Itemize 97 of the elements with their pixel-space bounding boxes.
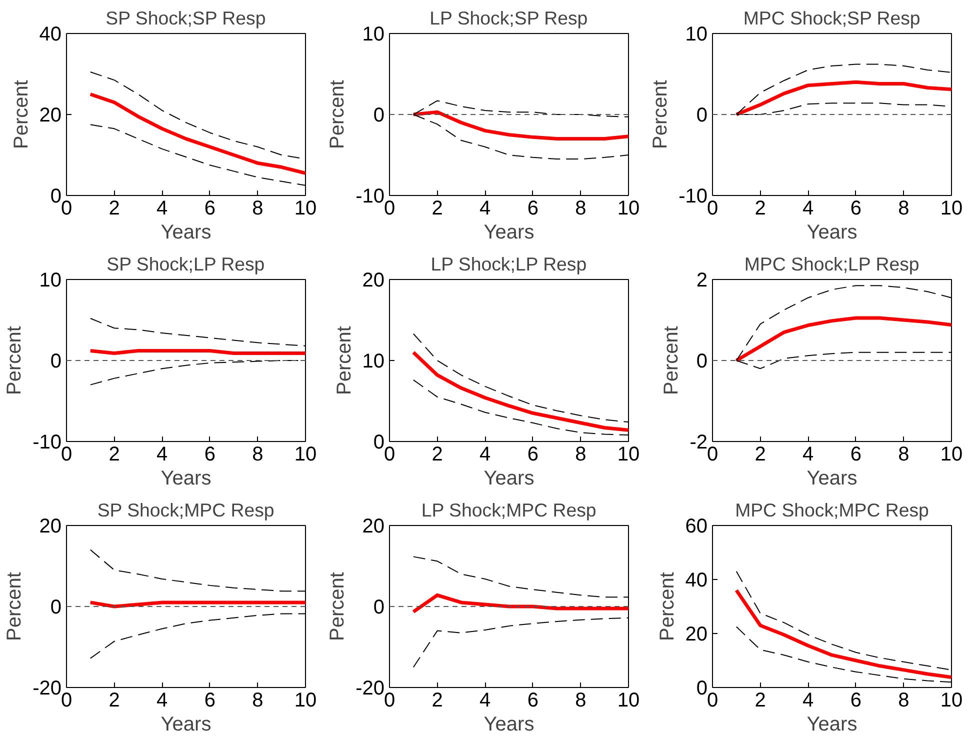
y-tick-label: 20 (362, 516, 385, 538)
y-tick-label: -10 (678, 186, 708, 208)
y-tick-label: -20 (32, 678, 62, 700)
x-tick-label: 4 (156, 690, 168, 712)
x-tick-label: 6 (204, 198, 216, 220)
x-tick-label: 6 (527, 444, 538, 466)
y-axis-title: Percent (656, 572, 678, 641)
x-tick-label: 4 (802, 444, 814, 466)
y-tick-label: 10 (362, 24, 385, 46)
x-tick-label: 4 (156, 444, 168, 466)
x-axis-title: Years (484, 714, 534, 736)
y-tick-label: 0 (696, 350, 708, 372)
x-tick-label: 10 (940, 690, 963, 712)
y-tick-label: 40 (39, 24, 62, 46)
y-axis-title: Percent (326, 572, 349, 641)
y-tick-label: 0 (50, 596, 62, 618)
y-tick-label: 10 (39, 270, 62, 292)
x-tick-label: 4 (480, 444, 491, 466)
x-tick-label: 6 (527, 198, 538, 220)
y-axis-title: Percent (650, 80, 672, 149)
x-tick-label: 2 (108, 198, 120, 220)
x-tick-label: 8 (575, 690, 586, 712)
chart-title: LP Shock;SP Resp (430, 8, 588, 28)
x-tick-label: 4 (480, 690, 491, 712)
x-tick-label: 10 (294, 198, 317, 220)
chart-title: MPC Shock;LP Resp (744, 254, 920, 274)
y-axis-title: Percent (4, 572, 26, 641)
x-axis-title: Years (806, 714, 858, 736)
x-axis-title: Years (160, 468, 212, 490)
x-tick-label: 8 (575, 198, 586, 220)
y-axis-title: Percent (10, 80, 32, 149)
y-tick-label: -10 (32, 432, 62, 454)
x-tick-label: 4 (802, 198, 814, 220)
x-tick-label: 4 (156, 198, 168, 220)
x-tick-label: 2 (754, 690, 766, 712)
y-tick-label: 0 (696, 104, 708, 126)
chart-title: MPC Shock;SP Resp (743, 8, 920, 28)
x-tick-label: 10 (940, 198, 963, 220)
y-tick-label: 2 (696, 270, 708, 292)
x-tick-label: 2 (108, 690, 120, 712)
x-tick-label: 4 (802, 690, 814, 712)
x-tick-label: 4 (480, 198, 491, 220)
x-tick-label: 6 (850, 444, 862, 466)
x-tick-label: 8 (575, 444, 586, 466)
x-tick-label: 2 (108, 444, 120, 466)
chart-title: LP Shock;MPC Resp (421, 500, 596, 520)
x-tick-label: 10 (294, 444, 317, 466)
x-tick-label: 10 (940, 444, 963, 466)
y-tick-label: -10 (356, 186, 384, 208)
x-tick-label: 2 (432, 690, 443, 712)
y-axis-title: Percent (333, 326, 356, 395)
y-tick-label: 40 (685, 570, 708, 592)
x-tick-label: 2 (432, 444, 443, 466)
x-axis-title: Years (484, 468, 534, 490)
chart-title: SP Shock;SP Resp (106, 8, 266, 28)
x-tick-label: 6 (527, 690, 538, 712)
y-tick-label: 20 (39, 104, 62, 126)
x-axis-title: Years (806, 468, 858, 490)
x-tick-label: 6 (204, 444, 216, 466)
chart-title: SP Shock;MPC Resp (97, 500, 274, 520)
x-axis-title: Years (160, 222, 212, 244)
x-tick-label: 2 (754, 444, 766, 466)
y-tick-label: -2 (690, 432, 708, 454)
x-tick-label: 6 (204, 690, 216, 712)
x-tick-label: 6 (850, 198, 862, 220)
x-tick-label: 2 (754, 198, 766, 220)
x-tick-label: 10 (617, 444, 640, 466)
y-tick-label: 20 (39, 516, 62, 538)
y-axis-title: Percent (326, 80, 349, 149)
x-axis-title: Years (806, 222, 858, 244)
y-tick-label: 20 (685, 624, 708, 646)
chart-title: MPC Shock;MPC Resp (735, 500, 929, 520)
x-tick-label: 10 (617, 690, 640, 712)
x-tick-label: 10 (294, 690, 317, 712)
x-axis-title: Years (484, 222, 534, 244)
x-tick-label: 2 (432, 198, 443, 220)
y-tick-label: 60 (685, 516, 708, 538)
x-tick-label: 8 (252, 690, 264, 712)
x-tick-label: 8 (252, 198, 264, 220)
chart-title: LP Shock;LP Resp (430, 254, 587, 274)
y-axis-title: Percent (4, 326, 26, 395)
x-tick-label: 8 (898, 690, 910, 712)
x-tick-label: 6 (850, 690, 862, 712)
y-axis-title: Percent (660, 326, 683, 395)
y-tick-label: 0 (50, 350, 62, 372)
y-tick-label: 20 (362, 270, 385, 292)
y-tick-label: -20 (356, 678, 384, 700)
x-tick-label: 8 (898, 444, 910, 466)
chart-title: SP Shock;LP Resp (106, 254, 265, 274)
x-tick-label: 8 (252, 444, 264, 466)
x-tick-label: 8 (898, 198, 910, 220)
y-tick-label: 0 (373, 596, 384, 618)
y-tick-label: 10 (685, 24, 708, 46)
x-axis-title: Years (160, 714, 212, 736)
y-tick-label: 0 (373, 104, 384, 126)
x-tick-label: 10 (617, 198, 640, 220)
y-tick-label: 10 (362, 350, 385, 372)
